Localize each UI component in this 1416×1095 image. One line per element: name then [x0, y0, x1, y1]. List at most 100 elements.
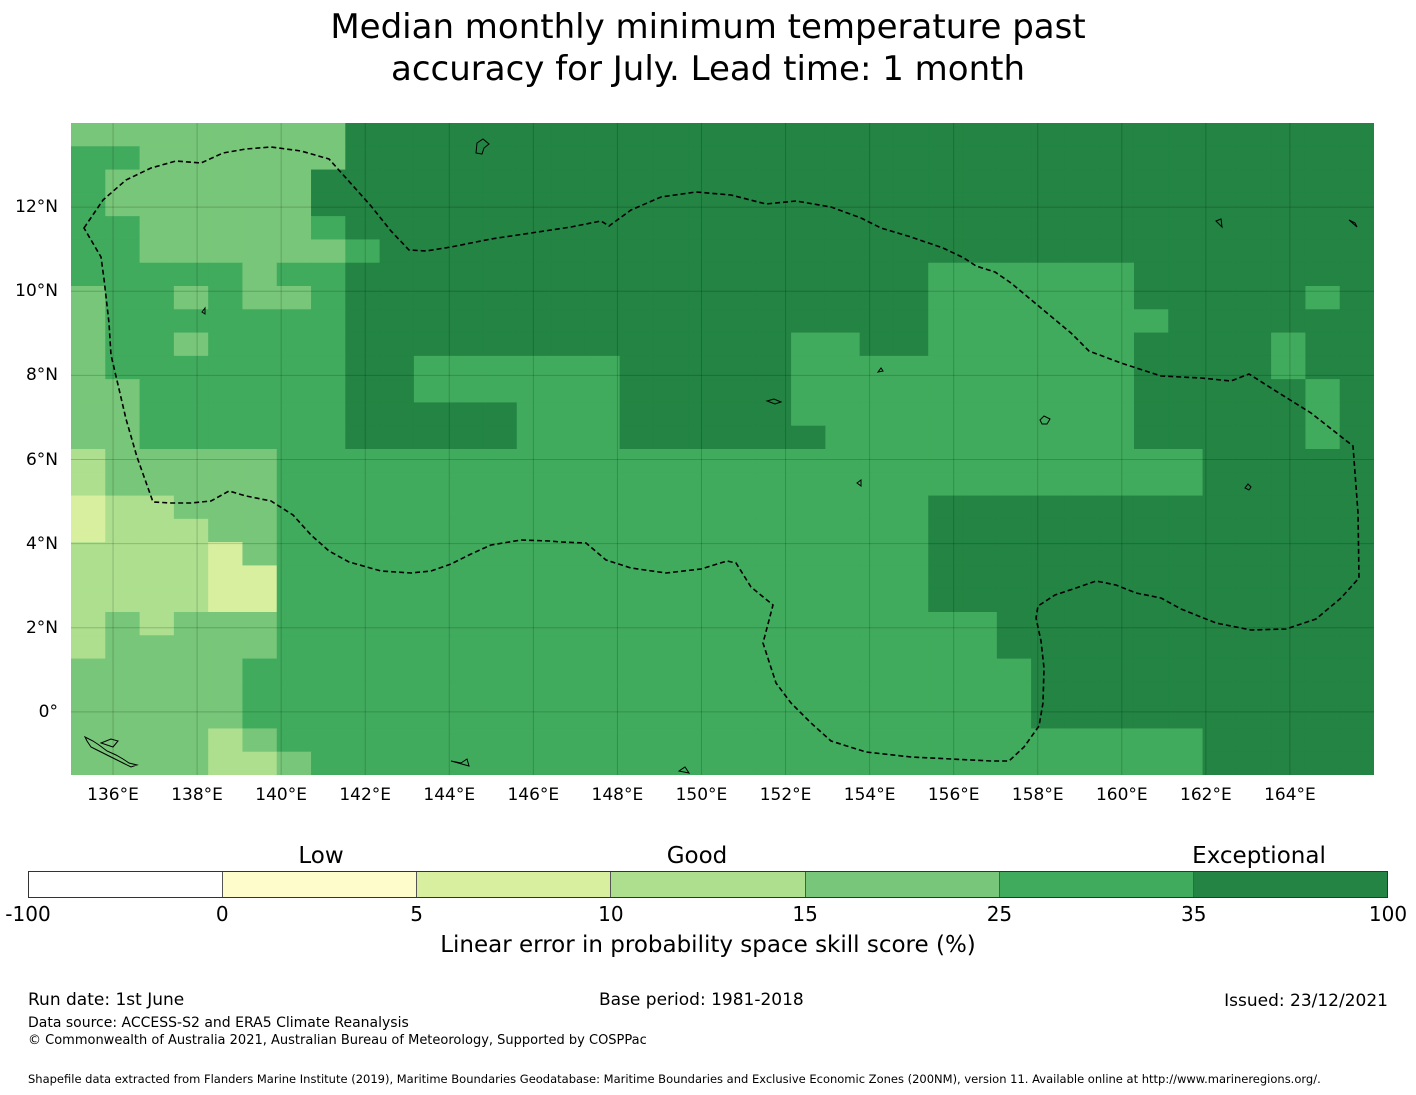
- grid-cell: [791, 588, 826, 613]
- colorbar-label: Linear error in probability space skill …: [440, 932, 976, 958]
- grid-cell: [756, 751, 792, 775]
- grid-cell: [208, 681, 244, 706]
- grid-cell: [71, 355, 106, 380]
- grid-cell: [585, 169, 621, 194]
- grid-cell: [276, 495, 312, 520]
- grid-cell: [71, 262, 106, 287]
- grid-cell: [482, 542, 518, 567]
- grid-cell: [928, 239, 964, 264]
- grid-cell: [893, 123, 929, 147]
- grid-cell: [928, 658, 964, 683]
- grid-cell: [825, 565, 861, 590]
- grid-cell: [928, 565, 964, 590]
- grid-cell: [962, 169, 998, 194]
- grid-cell: [482, 705, 518, 730]
- grid-cell: [1202, 518, 1238, 543]
- grid-cell: [345, 146, 381, 171]
- grid-cell: [859, 379, 895, 404]
- grid-cell: [1168, 472, 1204, 497]
- grid-cell: [1168, 518, 1204, 543]
- grid-cell: [619, 658, 655, 683]
- grid-cell: [1305, 239, 1341, 264]
- grid-cell: [1236, 495, 1272, 520]
- grid-cell: [825, 518, 861, 543]
- grid-cell: [1305, 309, 1341, 334]
- grid-cell: [1168, 658, 1204, 683]
- grid-cell: [1065, 705, 1101, 730]
- grid-cell: [619, 542, 655, 567]
- grid-cell: [71, 239, 106, 264]
- grid-cell: [139, 449, 175, 473]
- grid-cell: [448, 379, 484, 404]
- grid-cell: [1133, 286, 1169, 310]
- grid-cell: [756, 635, 792, 660]
- grid-cell: [482, 355, 518, 380]
- grid-cell: [413, 472, 449, 497]
- grid-cell: [585, 542, 621, 567]
- grid-cell: [1202, 123, 1238, 147]
- grid-cell: [242, 169, 278, 194]
- grid-cell: [379, 588, 415, 613]
- grid-cell: [756, 705, 792, 730]
- grid-cell: [1133, 332, 1169, 357]
- grid-cell: [1236, 146, 1272, 171]
- grid-cell: [893, 635, 929, 660]
- grid-cell: [173, 123, 209, 147]
- grid-cell: [1168, 216, 1204, 241]
- grid-cell: [345, 192, 381, 217]
- grid-cell: [1305, 681, 1341, 706]
- grid-cell: [1236, 681, 1272, 706]
- grid-cell: [1339, 518, 1374, 543]
- grid-cell: [928, 146, 964, 171]
- grid-cell: [1236, 286, 1272, 310]
- grid-cell: [276, 588, 312, 613]
- grid-cell: [242, 146, 278, 171]
- grid-cell: [1202, 495, 1238, 520]
- grid-cell: [859, 635, 895, 660]
- grid-cell: [1339, 635, 1374, 660]
- grid-cell: [208, 635, 244, 660]
- grid-cell: [448, 495, 484, 520]
- grid-cell: [516, 309, 552, 334]
- grid-cell: [825, 588, 861, 613]
- grid-cell: [551, 705, 586, 730]
- grid-cell: [928, 449, 964, 473]
- grid-cell: [859, 355, 895, 380]
- grid-cell: [105, 565, 141, 590]
- colorbar-category-low: Low: [298, 843, 344, 869]
- grid-cell: [1133, 169, 1169, 194]
- grid-cell: [482, 588, 518, 613]
- grid-cell: [311, 309, 346, 334]
- latitude-label: 12°N: [15, 197, 58, 218]
- grid-cell: [1202, 635, 1238, 660]
- grid-cell: [756, 681, 792, 706]
- grid-cell: [859, 472, 895, 497]
- grid-cell: [1099, 239, 1135, 264]
- grid-cell: [173, 309, 209, 334]
- latitude-label: 10°N: [15, 281, 58, 302]
- grid-cell: [71, 705, 106, 730]
- grid-cell: [722, 449, 758, 473]
- grid-cell: [516, 239, 552, 264]
- grid-cell: [173, 239, 209, 264]
- grid-cell: [276, 379, 312, 404]
- grid-cell: [928, 542, 964, 567]
- grid-cell: [996, 542, 1032, 567]
- grid-cell: [893, 262, 929, 287]
- grid-cell: [996, 728, 1032, 753]
- grid-cell: [1271, 612, 1307, 636]
- grid-cell: [928, 495, 964, 520]
- grid-cell: [1065, 262, 1101, 287]
- grid-cell: [1339, 658, 1374, 683]
- grid-cell: [1271, 425, 1307, 450]
- grid-cell: [825, 355, 861, 380]
- grid-cell: [1305, 542, 1341, 567]
- grid-cell: [1305, 472, 1341, 497]
- grid-cell: [756, 309, 792, 334]
- grid-cell: [825, 402, 861, 427]
- grid-cell: [345, 705, 381, 730]
- grid-cell: [482, 146, 518, 171]
- grid-cell: [242, 402, 278, 427]
- grid-cell: [379, 658, 415, 683]
- grid-cell: [276, 192, 312, 217]
